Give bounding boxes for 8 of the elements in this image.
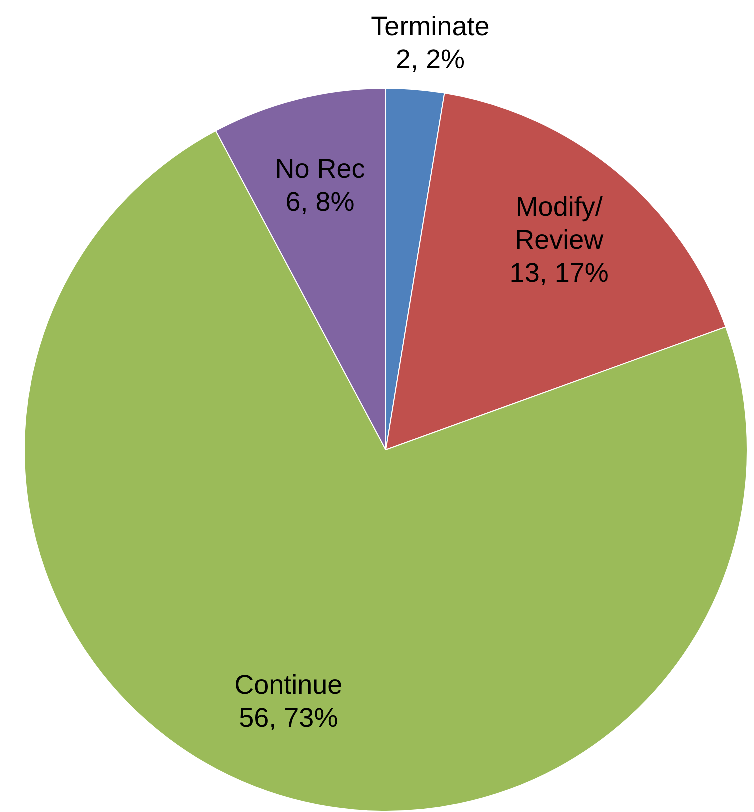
slice-label: Continue [234, 670, 343, 700]
data-label: 6, 8% [286, 186, 355, 217]
slice-label: Terminate [371, 12, 490, 42]
data-label: 13, 17% [510, 258, 609, 288]
data-label: 2, 2% [396, 44, 465, 75]
data-label: 56, 73% [239, 703, 338, 734]
slice-label: Modify/ Review [515, 192, 604, 255]
slice-label: No Rec [275, 154, 366, 184]
